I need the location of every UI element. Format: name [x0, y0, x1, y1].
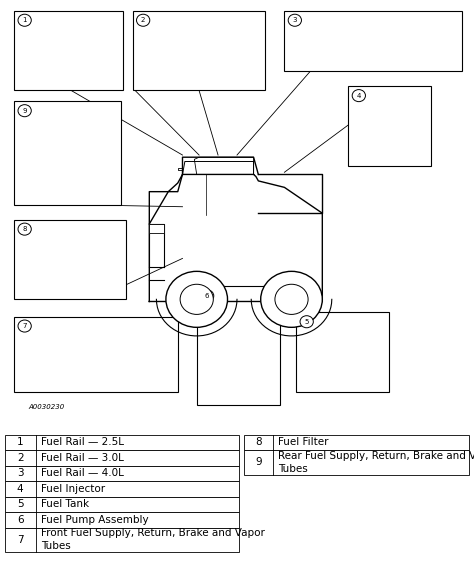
Bar — [296, 312, 389, 392]
Text: 3: 3 — [17, 468, 23, 479]
Bar — [5, 435, 239, 450]
Bar — [5, 528, 239, 552]
Circle shape — [18, 14, 31, 26]
Bar — [5, 497, 239, 512]
Bar — [14, 101, 121, 204]
Circle shape — [261, 271, 322, 327]
Bar — [244, 450, 469, 475]
Text: Fuel Rail — 3.0L: Fuel Rail — 3.0L — [41, 453, 124, 463]
Text: 6: 6 — [205, 293, 210, 299]
Bar — [149, 224, 164, 233]
Circle shape — [137, 14, 150, 26]
Text: 3: 3 — [292, 17, 297, 23]
Text: 8: 8 — [22, 226, 27, 232]
Text: Rear Fuel Supply, Return, Brake and Vapor
Tubes: Rear Fuel Supply, Return, Brake and Vapo… — [278, 451, 474, 474]
Text: 5: 5 — [304, 319, 309, 325]
Circle shape — [18, 223, 31, 235]
Text: 7: 7 — [22, 323, 27, 329]
Text: 9: 9 — [22, 108, 27, 114]
Text: 1: 1 — [22, 17, 27, 23]
Text: Fuel Pump Assembly: Fuel Pump Assembly — [41, 515, 149, 525]
Text: Fuel Injector: Fuel Injector — [41, 484, 105, 494]
Text: 2: 2 — [17, 453, 23, 463]
Text: 1: 1 — [17, 437, 23, 448]
Bar — [5, 450, 239, 466]
Circle shape — [166, 271, 228, 327]
Text: Fuel Filter: Fuel Filter — [278, 437, 329, 448]
Text: A0030230: A0030230 — [28, 404, 64, 410]
Bar — [5, 481, 239, 497]
Text: 8: 8 — [255, 437, 262, 448]
Bar — [244, 435, 469, 450]
Text: 9: 9 — [255, 457, 262, 467]
Circle shape — [18, 105, 31, 117]
Bar — [348, 86, 431, 166]
Text: Fuel Rail — 4.0L: Fuel Rail — 4.0L — [41, 468, 124, 479]
Bar — [197, 287, 280, 405]
Text: 4: 4 — [17, 484, 23, 494]
Text: 6: 6 — [17, 515, 23, 525]
Circle shape — [275, 284, 308, 314]
Text: Fuel Tank: Fuel Tank — [41, 499, 90, 510]
Circle shape — [180, 284, 213, 314]
Bar — [133, 11, 265, 91]
Bar — [14, 220, 126, 300]
Text: 2: 2 — [141, 17, 146, 23]
Circle shape — [352, 90, 365, 102]
Bar — [5, 512, 239, 528]
Circle shape — [201, 290, 214, 302]
Bar — [5, 466, 239, 481]
Circle shape — [288, 14, 301, 26]
Bar — [284, 11, 462, 71]
Bar — [14, 316, 178, 392]
Text: 5: 5 — [17, 499, 23, 510]
Circle shape — [18, 320, 31, 332]
Text: 4: 4 — [356, 93, 361, 99]
Bar — [14, 11, 123, 91]
Text: Fuel Rail — 2.5L: Fuel Rail — 2.5L — [41, 437, 124, 448]
Circle shape — [300, 316, 313, 328]
Text: 7: 7 — [17, 535, 23, 545]
Text: Front Fuel Supply, Return, Brake and Vapor
Tubes: Front Fuel Supply, Return, Brake and Vap… — [41, 528, 265, 551]
